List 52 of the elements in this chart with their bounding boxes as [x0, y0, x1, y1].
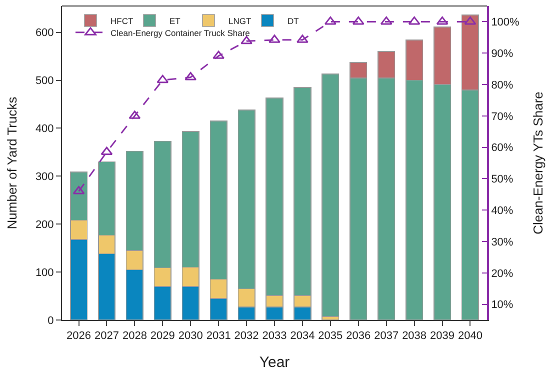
y2-axis-title: Clean-Energy YTs Share: [530, 92, 546, 234]
x-axis-title: Year: [259, 354, 290, 372]
point: [408, 16, 420, 25]
point: [324, 16, 336, 25]
x-tick-label: 2026: [66, 330, 92, 342]
point: [240, 36, 252, 44]
x-tick-label: 2032: [234, 330, 259, 342]
point: [100, 146, 113, 156]
y2-tick-label: 70%: [491, 110, 514, 123]
x-tick-label: 2040: [458, 330, 482, 342]
legend-label: DT: [288, 16, 299, 26]
x-tick-label: 2033: [262, 330, 287, 342]
y-axis-title: Number of Yard Trucks: [4, 96, 20, 230]
y2-tick-label: 50%: [491, 174, 514, 186]
y2-tick-label: 40%: [491, 204, 514, 217]
y2-tick-label: 10%: [491, 299, 514, 312]
x-tick-label: 2029: [150, 330, 175, 342]
y2-tick-label: 30%: [491, 236, 514, 248]
legend-label: LNGT: [228, 16, 252, 26]
y2-tick-label: 100%: [491, 16, 520, 29]
legend-label: Clean-Energy Container Truck Share: [110, 28, 250, 38]
y2-tick-label: 60%: [491, 142, 514, 154]
y-tick-label: 500: [35, 75, 54, 88]
legend-label: ET: [170, 16, 180, 26]
point: [464, 16, 476, 25]
x-tick-label: 2037: [374, 330, 399, 342]
y2-tick-label: 90%: [491, 48, 514, 60]
x-tick-label: 2027: [94, 330, 119, 342]
x-tick-label: 2028: [122, 330, 147, 342]
bar: [322, 74, 340, 318]
point: [436, 16, 448, 25]
y-tick-label: 0: [48, 314, 54, 327]
point: [380, 16, 392, 25]
x-tick-label: 2030: [178, 330, 203, 342]
x-tick-label: 2035: [318, 330, 343, 342]
y-tick-label: 400: [35, 123, 54, 136]
point: [296, 34, 308, 43]
legend-label: HFCT: [110, 16, 134, 26]
x-tick-label: 2038: [402, 330, 427, 342]
x-tick-label: 2031: [206, 330, 231, 342]
y2-tick-label: 20%: [491, 268, 514, 280]
x-tick-label: 2034: [290, 330, 315, 342]
y2-tick-label: 80%: [491, 79, 514, 92]
x-tick-label: 2039: [430, 330, 454, 342]
y-tick-label: 100: [35, 266, 54, 279]
point: [352, 16, 364, 25]
x-tick-label: 2036: [346, 330, 371, 342]
y-tick-label: 300: [35, 171, 54, 184]
y-tick-label: 600: [35, 27, 54, 40]
point: [156, 74, 169, 84]
y-tick-label: 200: [35, 218, 54, 231]
point: [268, 34, 280, 43]
